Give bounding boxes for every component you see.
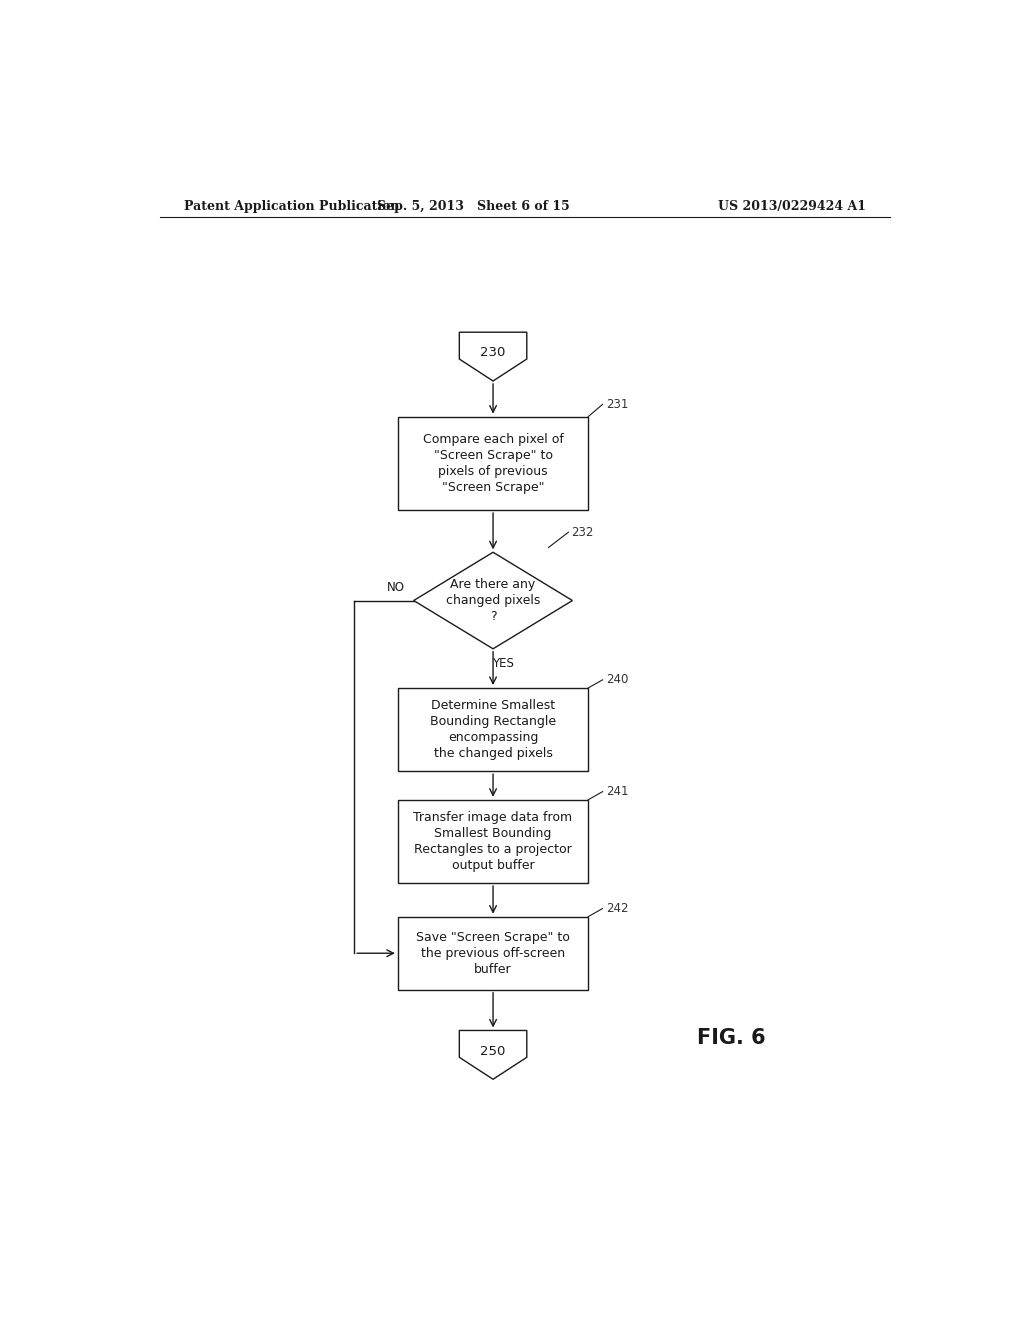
Text: Patent Application Publication: Patent Application Publication bbox=[183, 199, 399, 213]
Text: 240: 240 bbox=[606, 673, 628, 686]
Polygon shape bbox=[460, 1031, 526, 1080]
Text: Determine Smallest
Bounding Rectangle
encompassing
the changed pixels: Determine Smallest Bounding Rectangle en… bbox=[430, 700, 556, 760]
Bar bbox=[397, 688, 588, 771]
Text: US 2013/0229424 A1: US 2013/0229424 A1 bbox=[718, 199, 866, 213]
Bar bbox=[397, 800, 588, 883]
Text: 241: 241 bbox=[606, 785, 629, 799]
Bar bbox=[397, 916, 588, 990]
Text: 232: 232 bbox=[571, 525, 594, 539]
Polygon shape bbox=[460, 333, 526, 381]
Text: NO: NO bbox=[387, 581, 406, 594]
Text: YES: YES bbox=[492, 657, 513, 671]
Text: FIG. 6: FIG. 6 bbox=[696, 1027, 766, 1048]
Text: 242: 242 bbox=[606, 902, 629, 915]
Text: 231: 231 bbox=[606, 397, 628, 411]
Text: Transfer image data from
Smallest Bounding
Rectangles to a projector
output buff: Transfer image data from Smallest Boundi… bbox=[414, 810, 572, 873]
Bar bbox=[397, 417, 588, 510]
Text: Compare each pixel of
"Screen Scrape" to
pixels of previous
"Screen Scrape": Compare each pixel of "Screen Scrape" to… bbox=[423, 433, 563, 494]
Text: 230: 230 bbox=[480, 346, 506, 359]
Text: 250: 250 bbox=[480, 1044, 506, 1057]
Text: Save "Screen Scrape" to
the previous off-screen
buffer: Save "Screen Scrape" to the previous off… bbox=[416, 931, 570, 975]
Text: Sep. 5, 2013   Sheet 6 of 15: Sep. 5, 2013 Sheet 6 of 15 bbox=[377, 199, 569, 213]
Text: Are there any
changed pixels
?: Are there any changed pixels ? bbox=[445, 578, 541, 623]
Polygon shape bbox=[414, 552, 572, 649]
